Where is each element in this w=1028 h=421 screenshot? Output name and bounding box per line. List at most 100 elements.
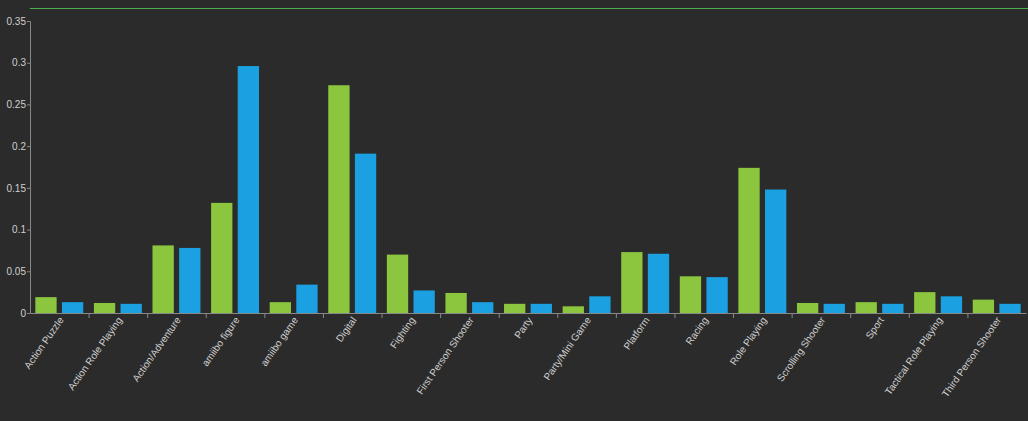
bar <box>973 300 994 313</box>
tick-mark <box>27 104 30 105</box>
tick: Platform <box>621 313 651 352</box>
tick-label: 0.2 <box>12 141 26 152</box>
tick-label: Party <box>512 315 534 340</box>
tick-label: Action/Adventure <box>130 315 183 384</box>
tick: Action/Adventure <box>130 313 183 384</box>
tick: Action Puzzle <box>22 313 66 371</box>
bars <box>35 66 1020 313</box>
bar <box>270 302 291 313</box>
tick: Third Person Shooter <box>940 313 1004 399</box>
tick: First Person Shooter <box>414 313 476 396</box>
tick: Fighting <box>388 313 417 350</box>
bar <box>824 304 845 313</box>
series <box>35 85 994 313</box>
bar <box>211 203 232 313</box>
bar <box>706 277 727 313</box>
tick: Action Role Playing <box>66 313 125 392</box>
tick: 0.2 <box>12 141 30 152</box>
tick-label: amiibo figure <box>200 315 242 369</box>
separator <box>850 313 851 318</box>
axis-line <box>31 313 1027 314</box>
separator <box>440 313 441 318</box>
tick-label: 0 <box>20 308 26 319</box>
top-accent <box>30 8 1028 9</box>
bar <box>797 303 818 313</box>
tick-label: 0.35 <box>7 16 27 27</box>
tick-label: Party/Mini Game <box>541 315 593 383</box>
bar <box>355 154 376 313</box>
tick-label: Sport <box>863 315 886 341</box>
axis-line <box>27 22 31 314</box>
separator <box>674 313 675 318</box>
separator <box>792 313 793 318</box>
separator <box>323 313 324 318</box>
tick: Scrolling Shooter <box>775 313 828 384</box>
bar <box>765 190 786 313</box>
bar <box>328 85 349 313</box>
tick-label: Third Person Shooter <box>940 314 1004 399</box>
tick-label: 0.25 <box>7 99 27 110</box>
separator <box>557 313 558 318</box>
tick-label: Tactical Role Playing <box>883 315 945 397</box>
tick-label: 0.1 <box>12 224 26 235</box>
bar <box>941 296 962 313</box>
tick-label: 0.15 <box>7 183 27 194</box>
tick-label: 0.3 <box>12 57 26 68</box>
tick: 0.25 <box>7 99 30 110</box>
tick-mark <box>27 230 30 231</box>
bar <box>94 303 115 313</box>
separator <box>206 313 207 318</box>
background <box>0 0 1028 421</box>
series <box>62 66 1021 313</box>
bar <box>153 245 174 313</box>
tick: 0 <box>20 308 30 319</box>
separator <box>147 313 148 318</box>
bar <box>62 302 83 313</box>
bar <box>121 304 142 313</box>
tick-label: Platform <box>621 315 651 352</box>
plot: 00.050.10.150.20.250.30.35Action PuzzleA… <box>7 16 1027 399</box>
separator <box>616 313 617 318</box>
tick: 0.3 <box>12 57 30 68</box>
bar <box>179 248 200 313</box>
bar <box>621 252 642 313</box>
separators <box>89 313 968 318</box>
tick: Role Playing <box>728 313 769 367</box>
tick: Digital <box>334 313 359 344</box>
tick-label: Digital <box>334 315 359 344</box>
bar <box>648 254 669 313</box>
separator <box>89 313 90 318</box>
tick: amiibo game <box>258 313 300 368</box>
bar <box>531 304 552 313</box>
chart: 00.050.10.150.20.250.30.35Action PuzzleA… <box>0 0 1028 421</box>
tick: Sport <box>863 313 886 341</box>
bar <box>563 306 584 313</box>
bar <box>738 168 759 313</box>
bar <box>387 255 408 313</box>
tick-label: Scrolling Shooter <box>775 314 828 383</box>
separator <box>499 313 500 318</box>
tick-mark <box>27 188 30 189</box>
tick: Party <box>512 313 534 340</box>
bar <box>504 304 525 313</box>
tick-mark <box>27 146 30 147</box>
tick-label: Role Playing <box>728 315 769 367</box>
tick: 0.35 <box>7 16 30 27</box>
bar <box>35 297 56 313</box>
tick-label: 0.05 <box>7 266 27 277</box>
tick-label: amiibo game <box>258 315 300 369</box>
tick-mark <box>27 63 30 64</box>
tick: Party/Mini Game <box>541 313 593 382</box>
tick: 0.1 <box>12 224 30 235</box>
separator <box>382 313 383 318</box>
separator <box>264 313 265 318</box>
tick-label: Fighting <box>388 315 417 350</box>
tick-mark <box>27 271 30 272</box>
tick: amiibo figure <box>200 313 242 368</box>
y-axis: 0 0.05 0.1 0.15 0.2 0.25 0.3 0.35 <box>7 16 31 319</box>
bar <box>680 276 701 313</box>
x-axis: Action PuzzleAction Role PlayingAction/A… <box>22 313 1027 399</box>
tick-mark <box>27 313 30 314</box>
bar <box>882 304 903 313</box>
tick: Racing <box>683 313 710 347</box>
